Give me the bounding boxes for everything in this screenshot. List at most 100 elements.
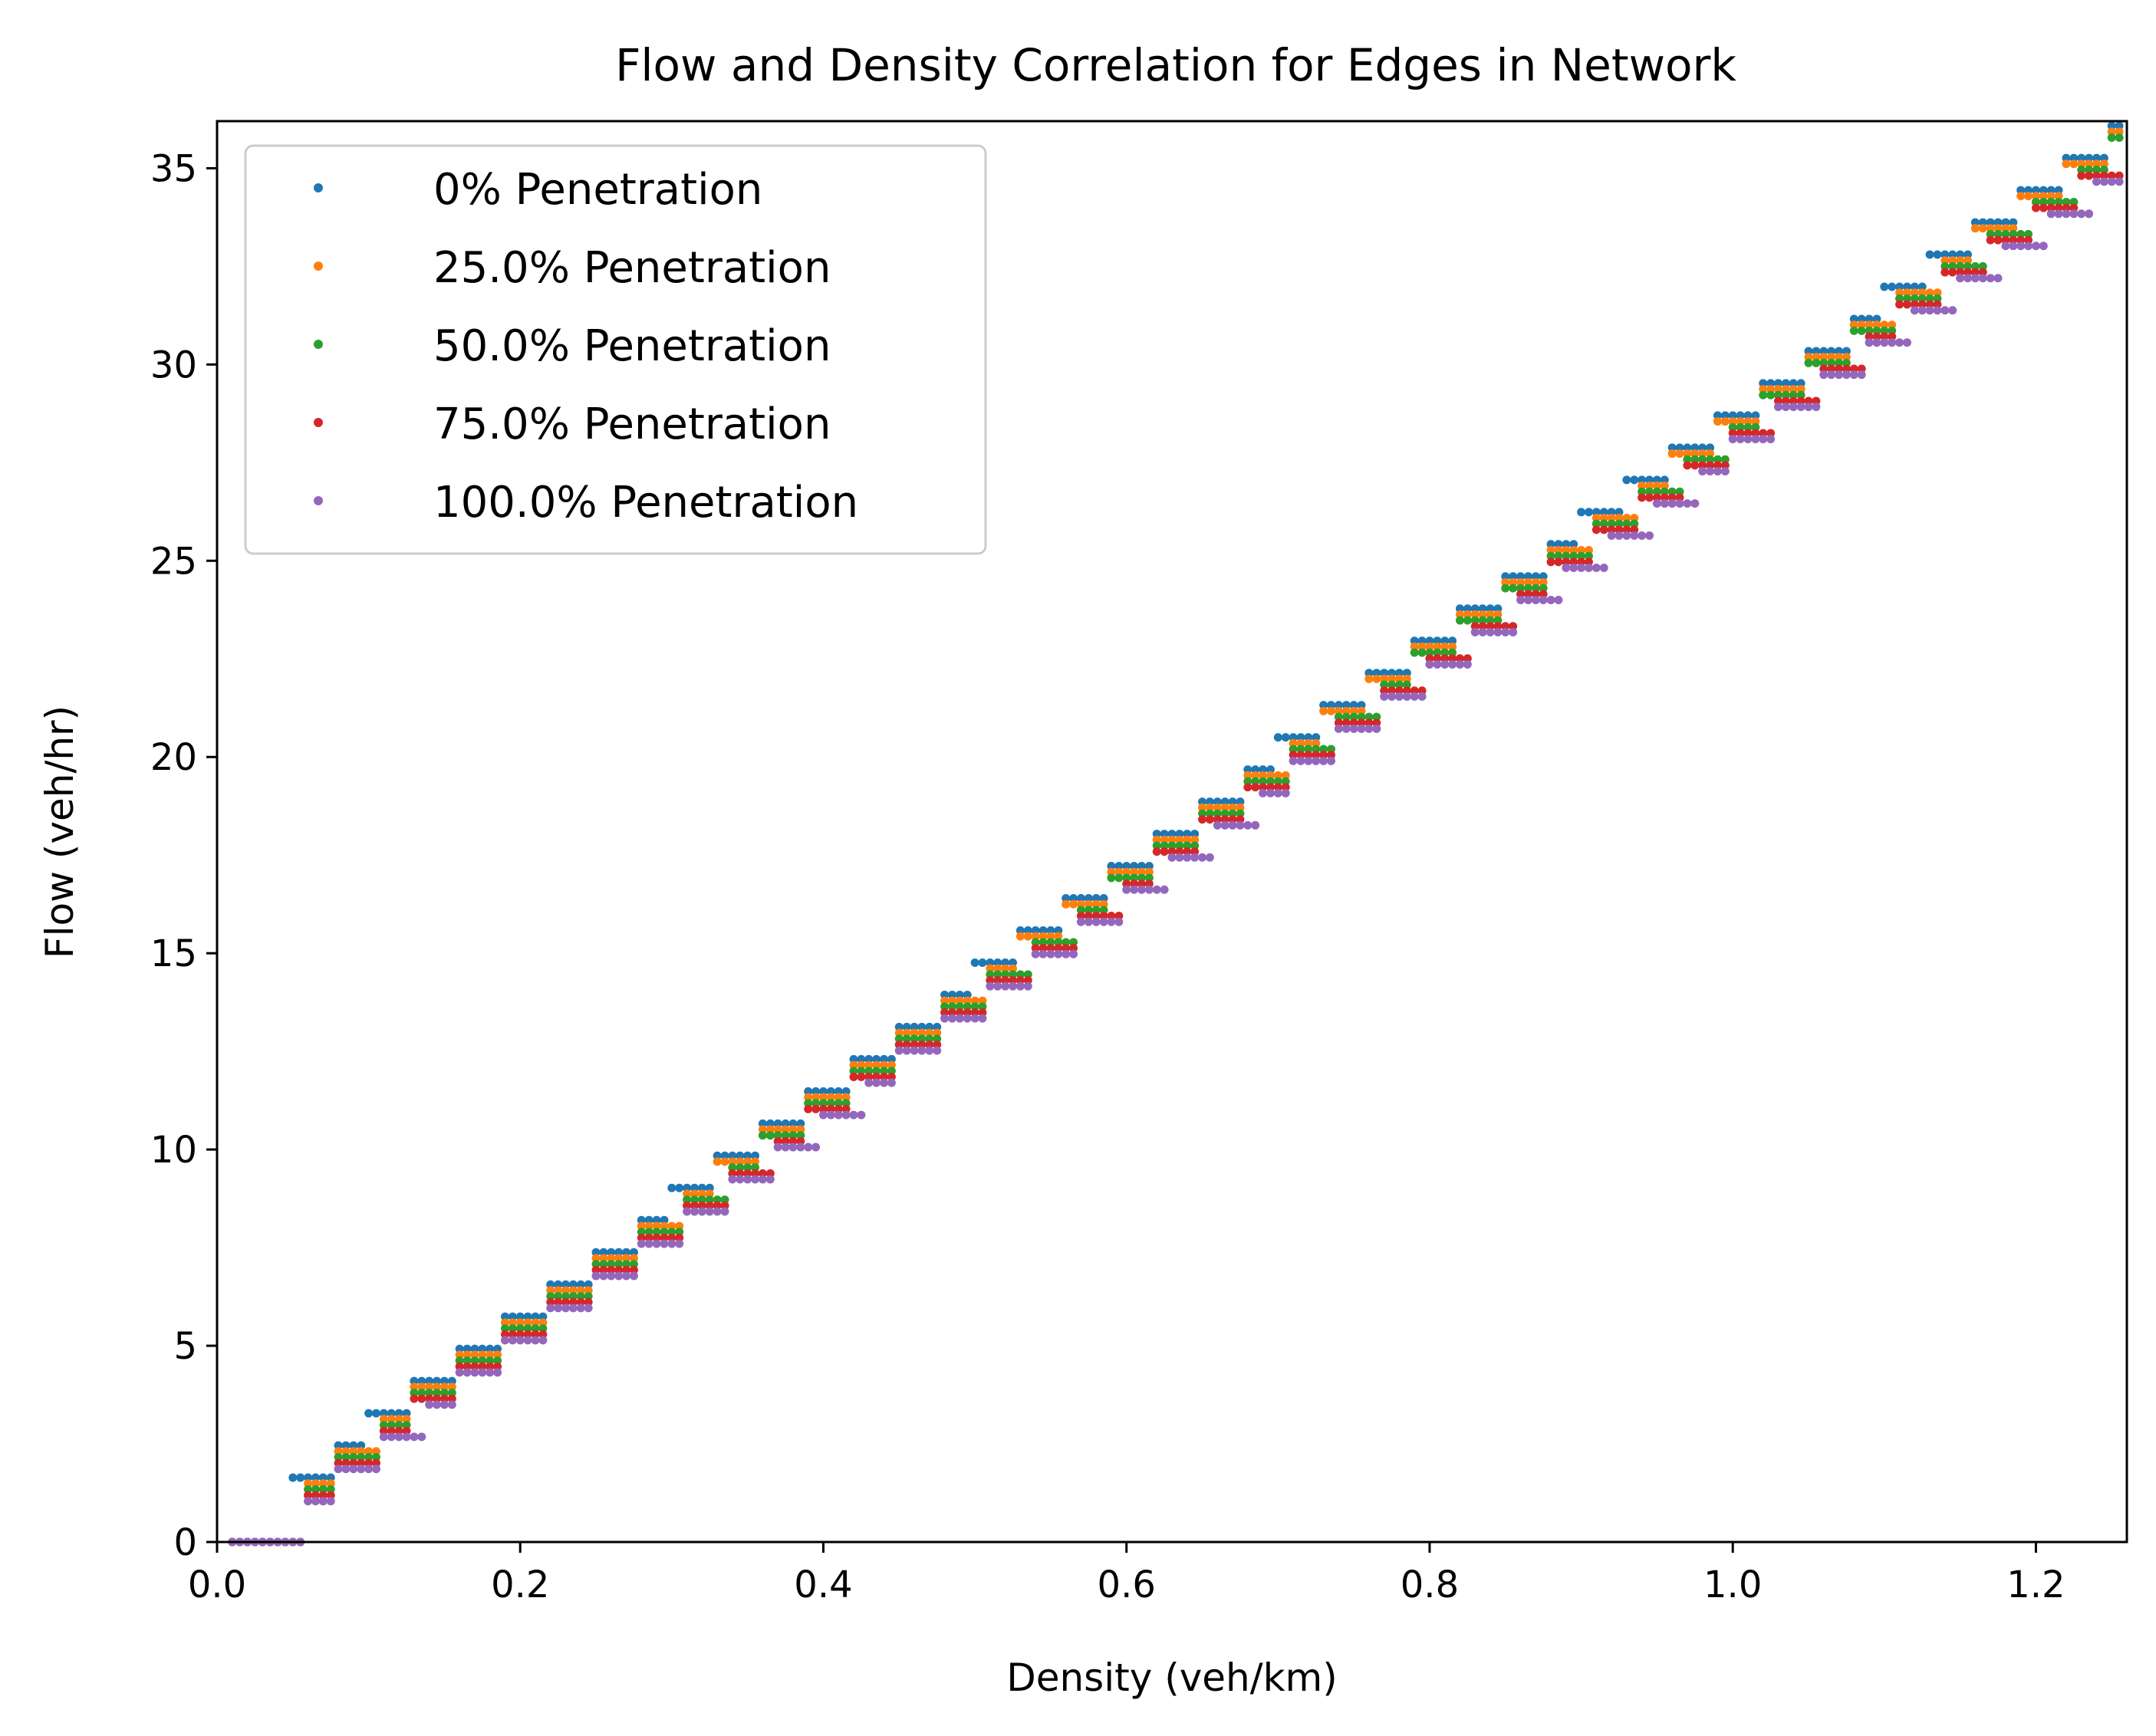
data-point [1023, 981, 1032, 991]
data-point [1569, 557, 1578, 567]
data-point [1289, 751, 1298, 760]
data-point [1144, 880, 1154, 889]
data-point [2107, 133, 2116, 142]
data-point [902, 1040, 911, 1049]
data-point [470, 1362, 479, 1371]
data-point [1796, 385, 1805, 394]
data-point [917, 1028, 927, 1037]
data-point [1645, 493, 1654, 502]
data-point [970, 958, 979, 967]
data-point [622, 1254, 631, 1263]
data-point [1433, 636, 1442, 646]
data-point [1251, 783, 1260, 792]
data-point [1486, 610, 1495, 619]
x-tick-label: 0.8 [1401, 1563, 1459, 1606]
data-point [765, 1175, 775, 1184]
data-point [546, 1304, 555, 1313]
data-point [1857, 326, 1866, 335]
data-point [1167, 853, 1177, 862]
data-point [425, 1400, 434, 1409]
data-point [1069, 944, 1078, 953]
data-point [311, 1497, 320, 1506]
data-point [1319, 745, 1328, 754]
data-point [478, 1368, 487, 1377]
data-point [917, 1040, 927, 1049]
data-point [1175, 830, 1184, 839]
legend-label: 75.0% Penetration [433, 399, 831, 449]
data-point [318, 1473, 328, 1482]
data-point [1516, 572, 1526, 581]
data-point [1917, 300, 1927, 309]
data-point [2115, 133, 2124, 142]
data-point [978, 958, 987, 967]
data-point [1122, 880, 1131, 889]
data-point [1394, 686, 1404, 695]
data-point [1584, 564, 1593, 573]
data-point [970, 1002, 979, 1011]
data-point [1084, 894, 1093, 903]
data-point [493, 1344, 502, 1353]
data-point [1819, 364, 1828, 373]
data-point [644, 1228, 653, 1237]
data-point [1243, 771, 1252, 780]
data-point [1652, 475, 1661, 485]
data-point [1759, 435, 1768, 444]
data-point [894, 1046, 904, 1055]
data-point [1948, 261, 1957, 271]
data-point [341, 1441, 351, 1450]
data-point [1842, 358, 1851, 367]
data-point [433, 1376, 442, 1386]
data-point [1577, 564, 1586, 573]
data-point [1273, 733, 1282, 742]
data-point [697, 1201, 706, 1210]
data-point [1963, 268, 1972, 277]
data-point [690, 1189, 699, 1198]
data-point [1970, 261, 1980, 271]
data-point [1319, 756, 1328, 765]
data-point [1183, 830, 1192, 839]
data-point [546, 1292, 555, 1301]
data-point [1198, 797, 1207, 807]
data-point [880, 1054, 889, 1064]
data-point [1205, 809, 1214, 818]
data-point [1425, 648, 1434, 657]
data-point [576, 1297, 585, 1307]
data-point [622, 1260, 631, 1269]
data-point [1091, 912, 1101, 921]
data-point [568, 1304, 578, 1313]
data-point [1888, 338, 1897, 347]
data-point [1751, 411, 1760, 420]
data-point [425, 1376, 434, 1386]
data-point [1986, 229, 1995, 238]
data-point [1516, 584, 1526, 593]
data-point [720, 1201, 729, 1210]
data-point [978, 996, 987, 1005]
data-point [410, 1432, 419, 1442]
data-point [1509, 627, 1518, 636]
data-point [834, 1110, 843, 1120]
data-point [781, 1119, 790, 1128]
data-point [743, 1163, 752, 1172]
data-point [2099, 165, 2108, 174]
data-point [788, 1119, 798, 1128]
data-point [773, 1136, 782, 1146]
data-point [2115, 177, 2124, 186]
data-point [372, 1447, 380, 1456]
data-point [1175, 853, 1184, 862]
data-point [1144, 885, 1154, 894]
data-point [1327, 745, 1335, 754]
data-point [1698, 449, 1707, 459]
data-point [1819, 347, 1828, 356]
data-point [1470, 616, 1480, 625]
data-point [591, 1254, 601, 1263]
data-point [1410, 642, 1419, 651]
data-point [1084, 912, 1093, 921]
data-point [667, 1233, 676, 1242]
data-point [1009, 958, 1017, 967]
data-point [607, 1254, 616, 1263]
data-point [1402, 686, 1411, 695]
data-point [1675, 499, 1684, 508]
data-point [1364, 718, 1374, 728]
data-point [591, 1248, 601, 1257]
